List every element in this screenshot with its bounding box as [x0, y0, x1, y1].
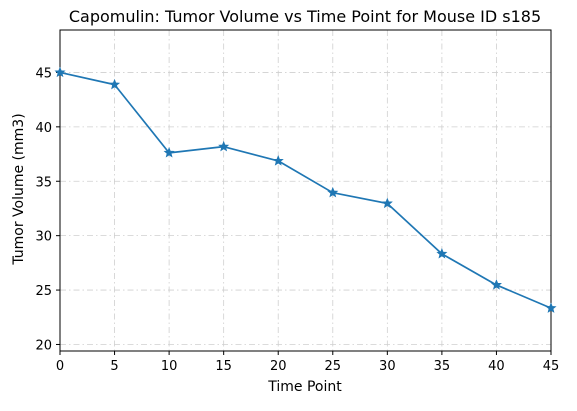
x-tick-label: 35 — [434, 359, 451, 374]
data-point-marker — [163, 147, 175, 158]
y-axis-label: Tumor Volume (mm3) — [11, 113, 27, 265]
y-tick-label: 35 — [35, 175, 52, 190]
data-point-marker — [545, 302, 557, 313]
x-tick-label: 15 — [215, 359, 232, 374]
series-layer — [54, 66, 557, 313]
x-tick-label: 0 — [56, 359, 64, 374]
x-tick-label: 20 — [270, 359, 287, 374]
y-tick-label: 25 — [35, 284, 52, 299]
chart-title: Capomulin: Tumor Volume vs Time Point fo… — [69, 7, 541, 26]
data-point-marker — [54, 66, 66, 78]
y-tick-label: 40 — [35, 121, 52, 136]
y-tick-label: 45 — [35, 66, 52, 81]
x-tick-label: 40 — [488, 359, 505, 374]
y-tick-label: 30 — [35, 230, 52, 245]
data-point-marker — [381, 197, 393, 209]
x-axis-label: Time Point — [267, 379, 342, 395]
data-point-marker — [490, 279, 502, 290]
series-line — [59, 71, 552, 309]
plot-frame — [59, 29, 552, 352]
data-point-marker — [109, 78, 121, 90]
tick-labels: 0 5 10 15 20 25 30 35 40 45 20 25 30 35 40 45 — [35, 66, 559, 374]
y-tick-label: 20 — [35, 338, 52, 353]
data-point-marker — [272, 155, 284, 166]
axes — [56, 29, 552, 355]
x-tick-label: 30 — [379, 359, 396, 374]
data-point-marker — [327, 186, 339, 198]
data-point-marker — [436, 248, 448, 259]
grid-lines — [59, 30, 552, 351]
data-point-marker — [218, 140, 230, 152]
x-tick-label: 5 — [110, 359, 118, 374]
x-tick-label: 45 — [543, 359, 560, 374]
x-tick-label: 25 — [325, 359, 342, 374]
x-tick-label: 10 — [161, 359, 178, 374]
